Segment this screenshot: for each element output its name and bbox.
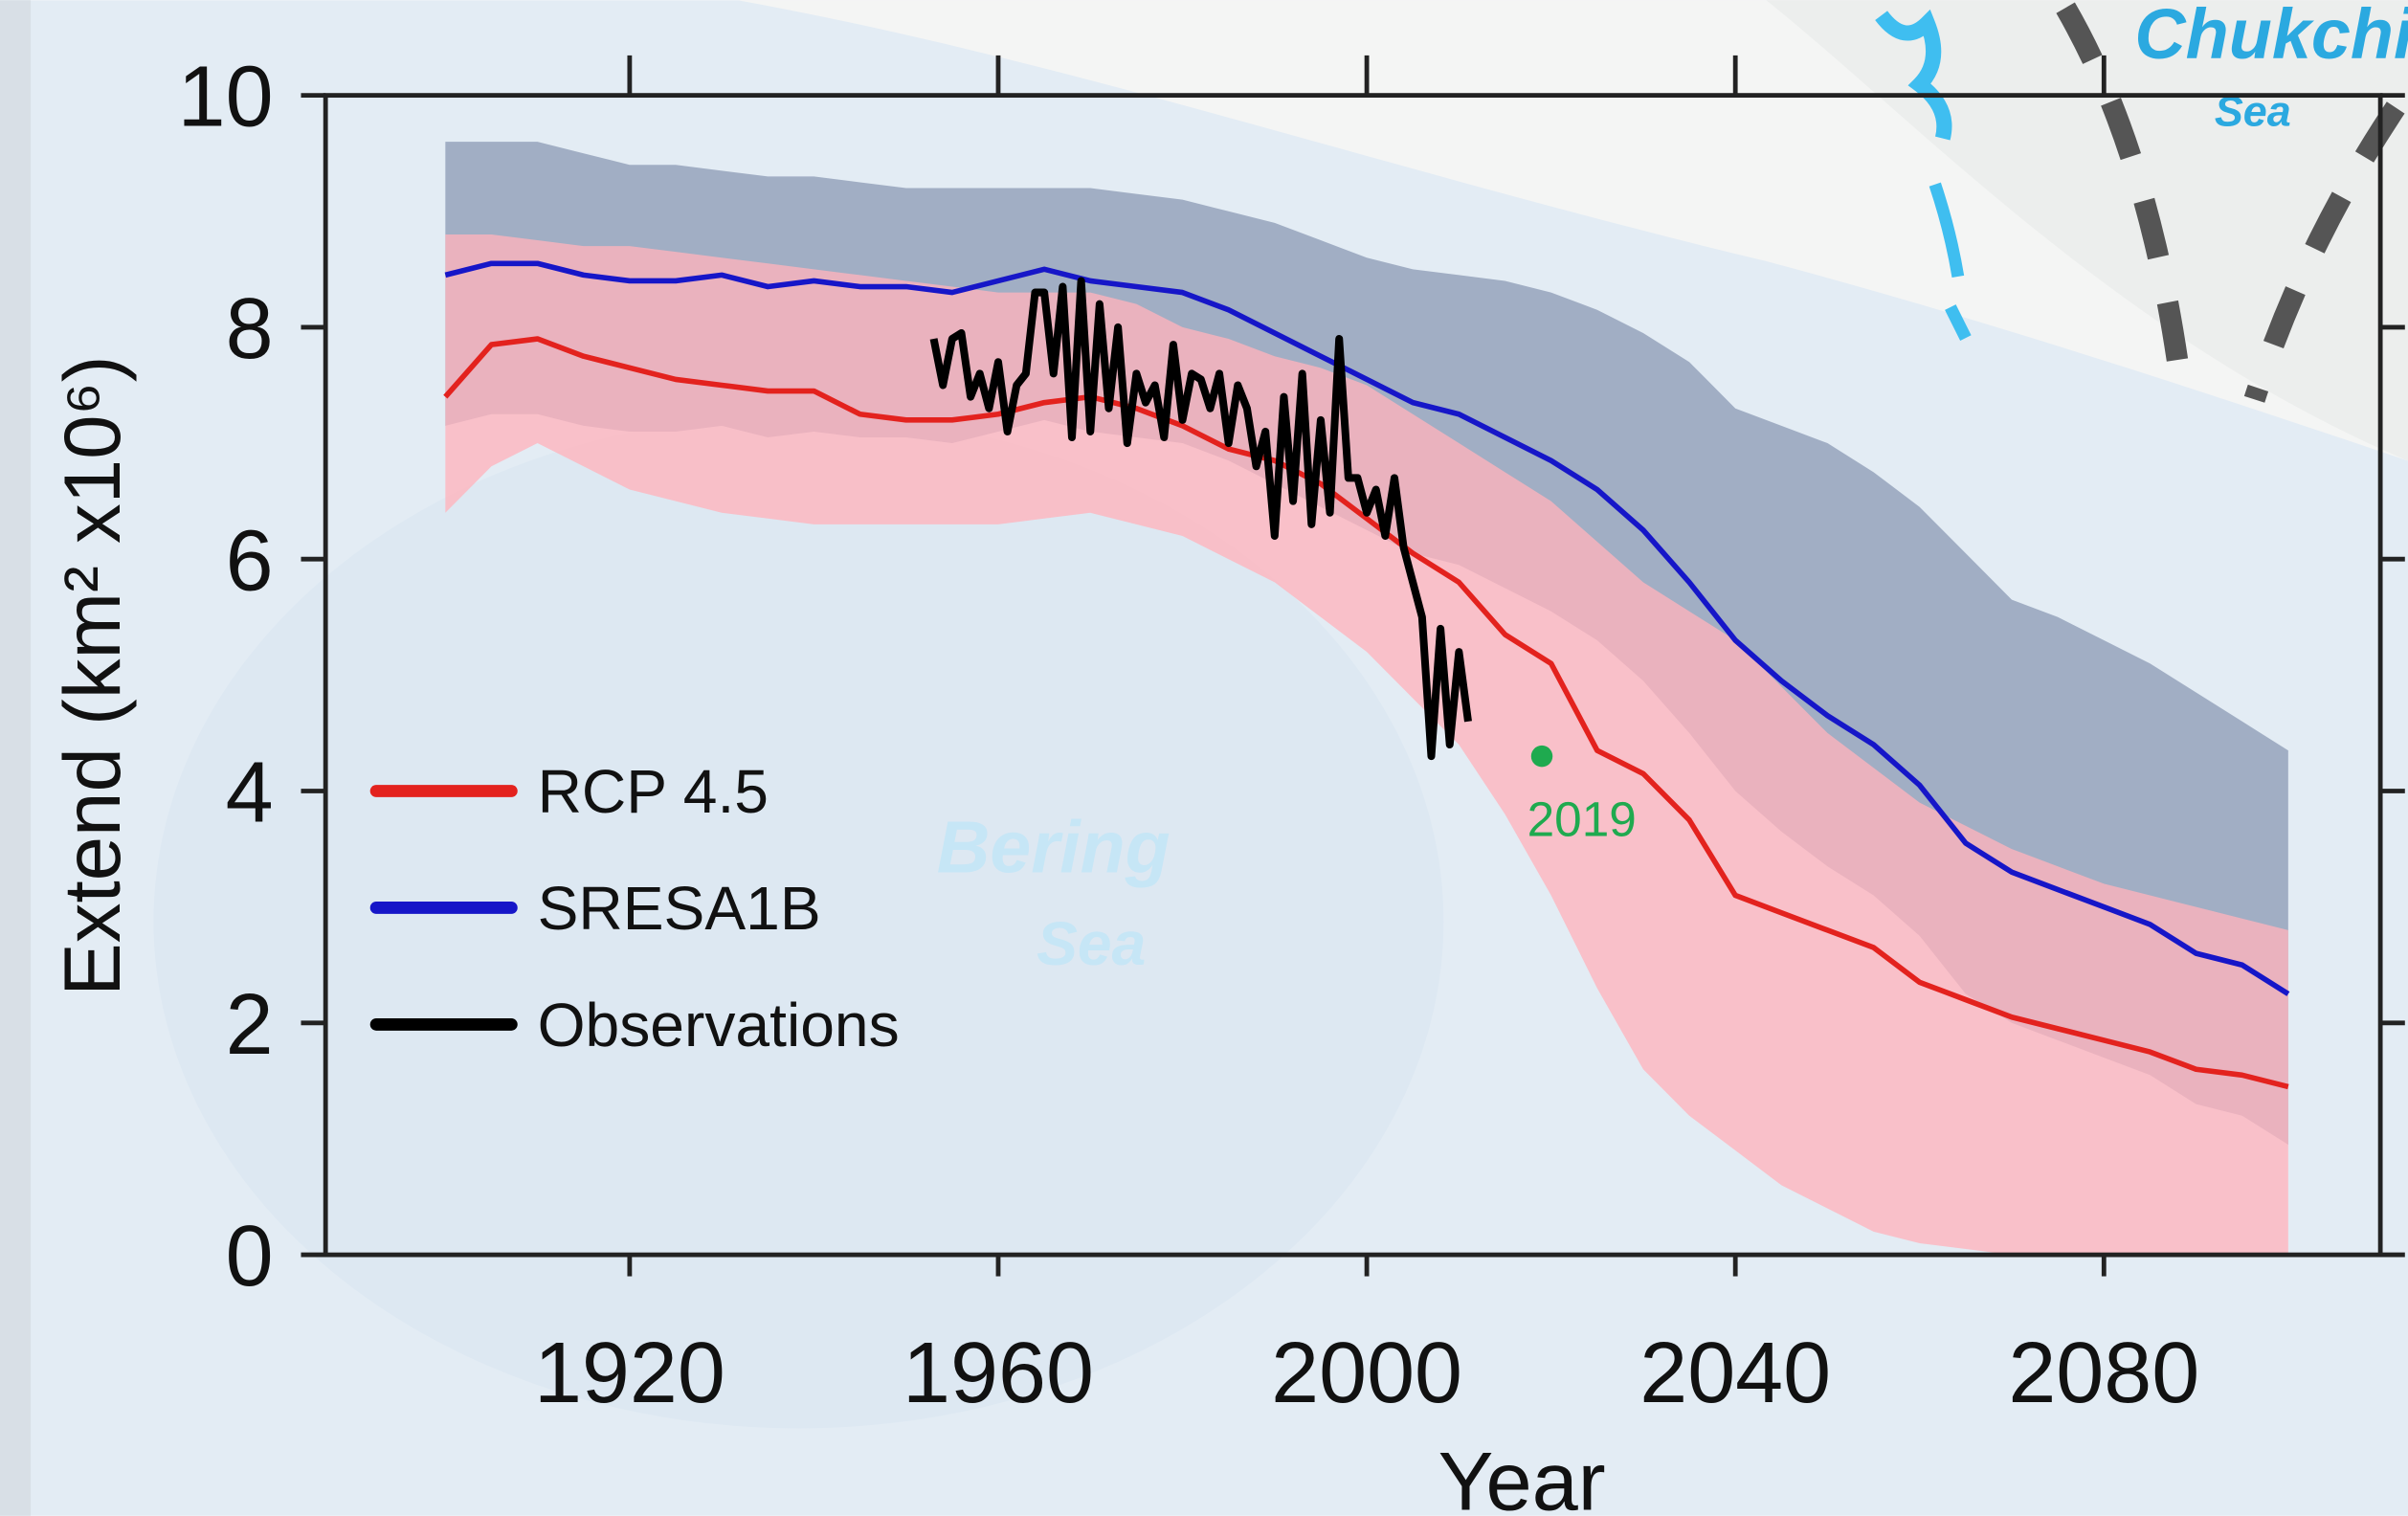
- edge-shade: [0, 0, 32, 1516]
- series-line: [444, 260, 2290, 996]
- lake: [1929, 182, 1972, 342]
- series-line: [929, 277, 1472, 761]
- plot: 0 2 4 6 8 10 1920 1960 2000 2040 2080 Year Extend (k…: [47, 50, 2405, 1516]
- x-tick-label: 1960: [903, 1326, 1094, 1421]
- legend-label: SRESA1B: [538, 874, 821, 943]
- y-tick-label: 8: [226, 281, 274, 377]
- series-line: [443, 336, 2289, 1090]
- x-tick-label: 2040: [1639, 1326, 1831, 1421]
- boundary-dashed: [2056, 2, 2192, 386]
- x-tick-label: 1920: [534, 1326, 725, 1421]
- x-tick-label: 2000: [1271, 1326, 1462, 1421]
- lake: [1875, 9, 1952, 141]
- x-tick-label: 2080: [2008, 1326, 2199, 1421]
- map-label: Bering: [937, 807, 1171, 889]
- y-tick-label: 6: [226, 513, 274, 609]
- y-tick-label: 2: [226, 977, 274, 1073]
- y-tick-label: 10: [178, 50, 274, 145]
- annotation-point: [1530, 745, 1553, 768]
- y-tick-label: 0: [226, 1209, 274, 1304]
- y-axis-label: Extend (km² x10⁶): [47, 355, 137, 995]
- y-tick-label: 4: [226, 746, 274, 841]
- map-label: Sea: [1037, 909, 1146, 978]
- map-label: Chukchi: [2134, 0, 2408, 74]
- sea-shade: [153, 414, 1444, 1429]
- plot-frame: [323, 93, 2383, 1258]
- annotation-label: 2019: [1527, 792, 1637, 847]
- boundary-dashed: [2243, 101, 2405, 403]
- land-shade: [1766, 0, 2408, 461]
- legend-label: Observations: [538, 991, 900, 1059]
- range-band: [445, 234, 2288, 1256]
- legend-label: RCP 4.5: [538, 757, 769, 826]
- x-axis-label: Year: [1438, 1436, 1606, 1516]
